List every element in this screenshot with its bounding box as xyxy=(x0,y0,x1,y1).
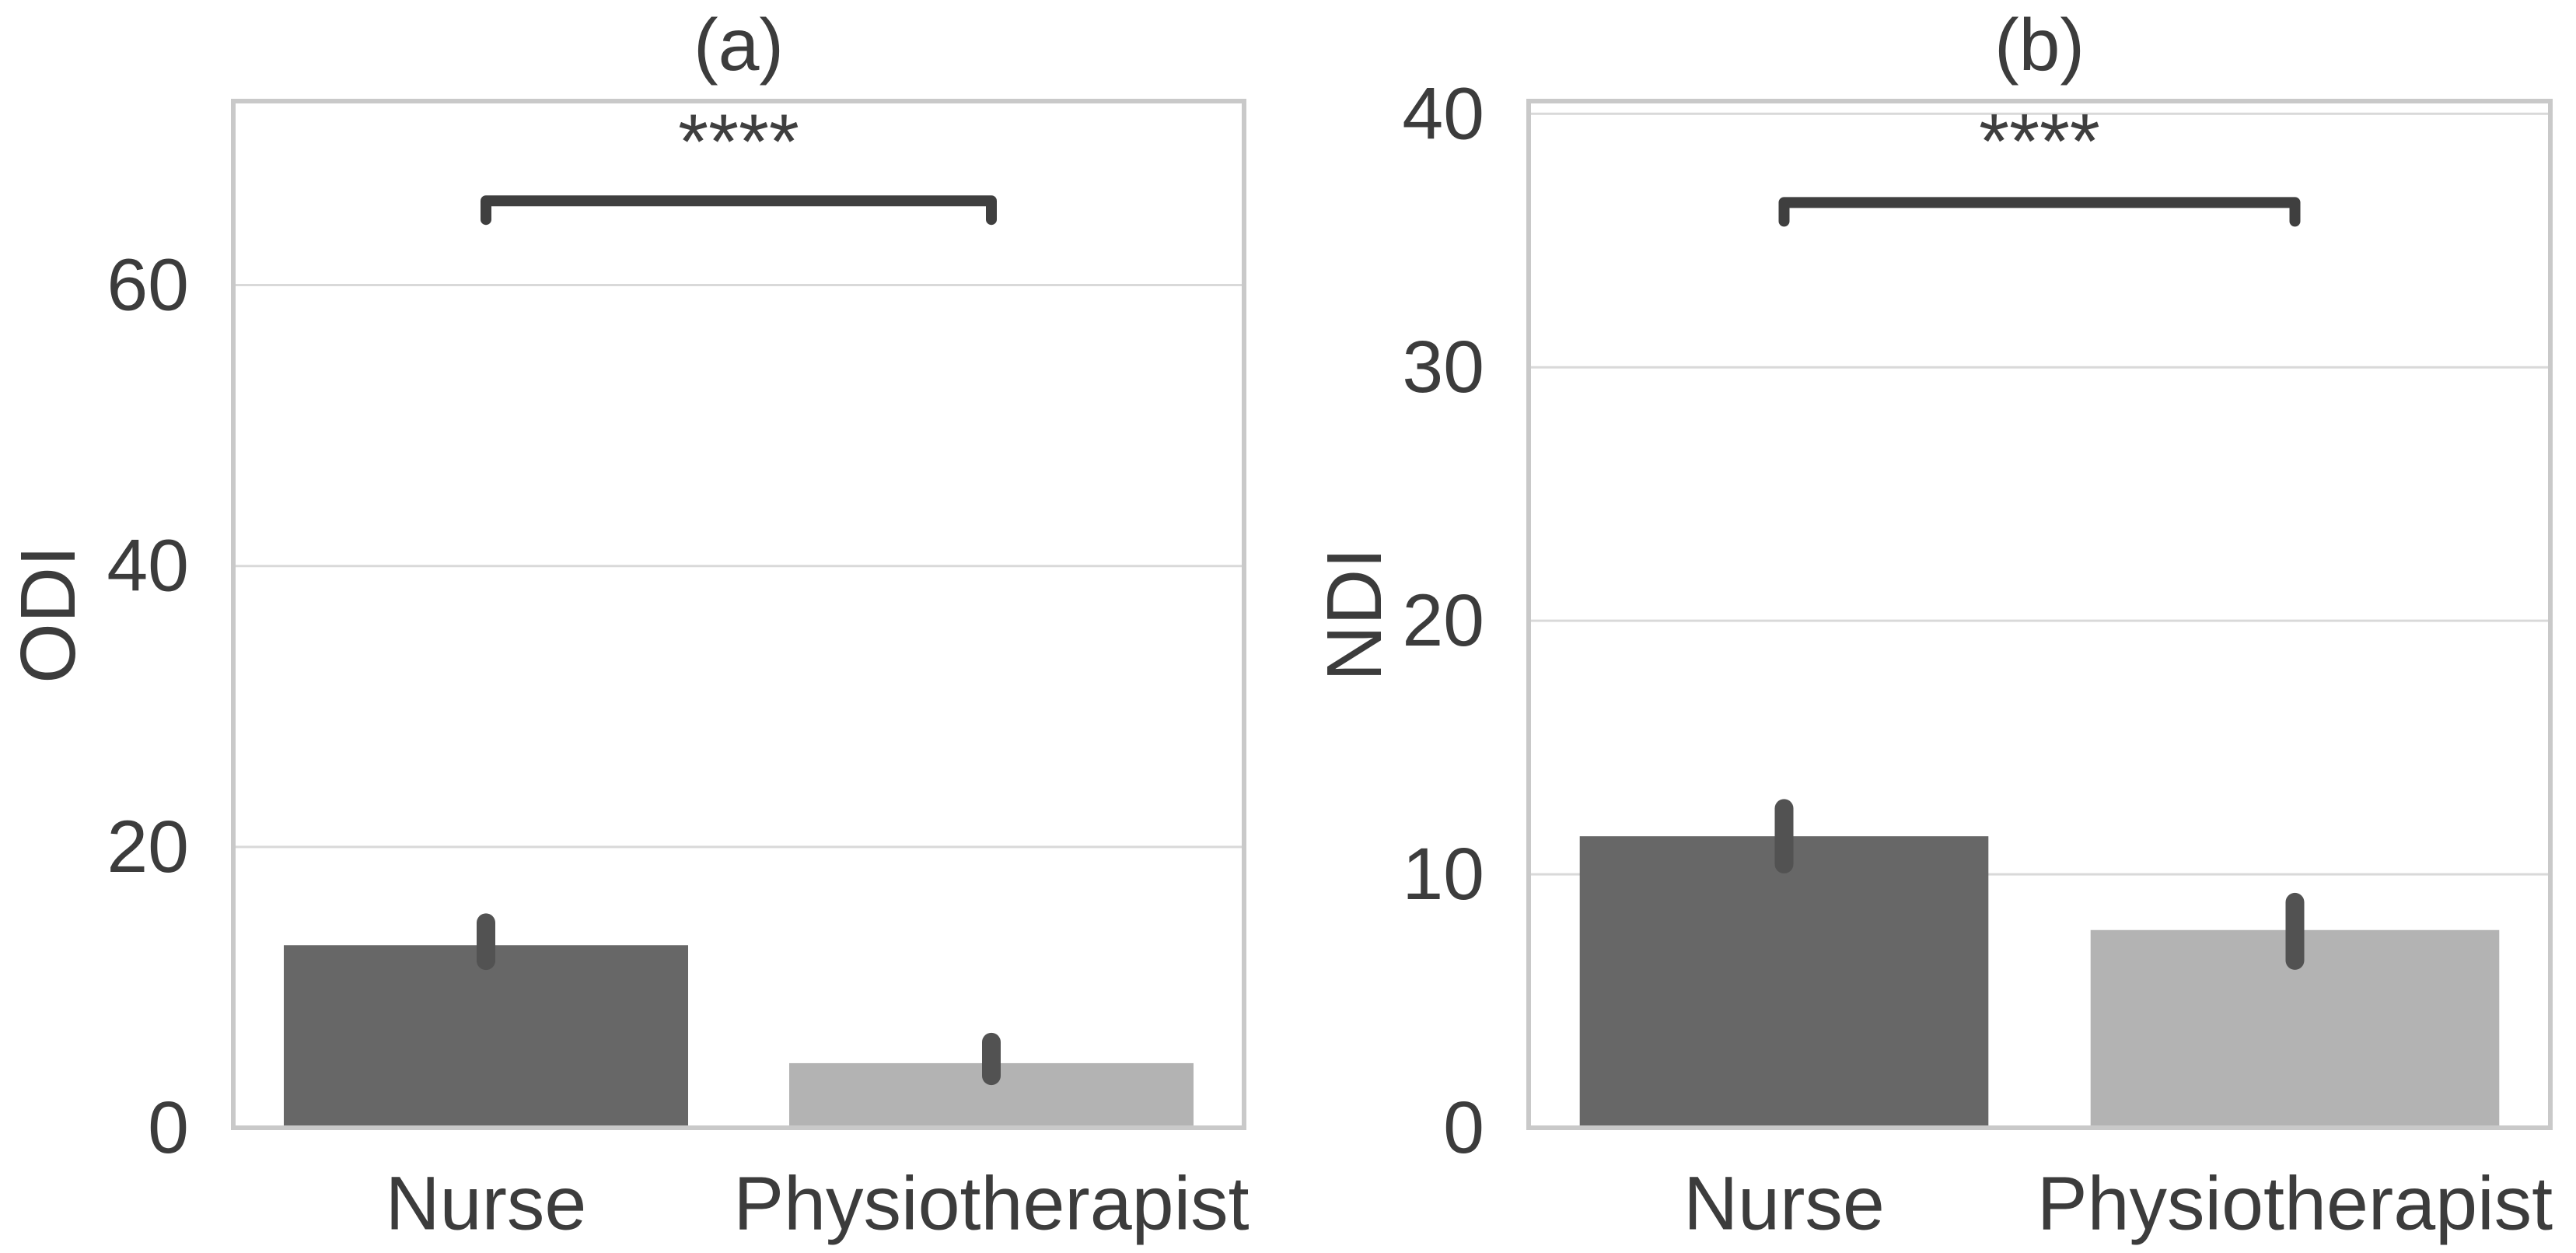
bar-nurse xyxy=(284,945,688,1125)
x-tick-label-nurse: Nurse xyxy=(386,1161,587,1246)
y-axis-label: NDI xyxy=(1311,548,1398,681)
significance-bracket xyxy=(1778,197,2301,227)
panel-title: (b) xyxy=(1994,4,2085,86)
x-tick-label-physiotherapist: Physiotherapist xyxy=(2037,1161,2553,1246)
y-tick-label-20: 20 xyxy=(1402,579,1484,662)
significance-label: **** xyxy=(1979,98,2100,185)
panel-b: **** (b) NDI 0 10 20 30 40 Nurse Physiotherapist xyxy=(1311,4,2553,1246)
plot-border xyxy=(1526,99,2553,1130)
y-tick-label-40: 40 xyxy=(1402,72,1484,155)
plot-border xyxy=(231,99,1246,1130)
significance-label: **** xyxy=(678,98,799,185)
bar-nurse xyxy=(1579,836,1989,1125)
significance-bracket xyxy=(481,195,997,226)
x-tick-label-nurse: Nurse xyxy=(1683,1161,1885,1246)
y-tick-label-40: 40 xyxy=(107,525,189,607)
y-tick-label-60: 60 xyxy=(107,244,189,327)
panel-a: **** (a) ODI 0 20 40 60 Nurse Physiotherapist xyxy=(5,4,1250,1246)
y-tick-label-0: 0 xyxy=(148,1087,189,1169)
y-axis-label: ODI xyxy=(5,545,92,684)
y-tick-label-0: 0 xyxy=(1443,1087,1484,1169)
y-tick-label-20: 20 xyxy=(107,806,189,888)
y-tick-label-10: 10 xyxy=(1402,833,1484,915)
x-tick-label-physiotherapist: Physiotherapist xyxy=(733,1161,1249,1246)
panel-title: (a) xyxy=(694,4,784,86)
y-tick-label-30: 30 xyxy=(1402,326,1484,408)
